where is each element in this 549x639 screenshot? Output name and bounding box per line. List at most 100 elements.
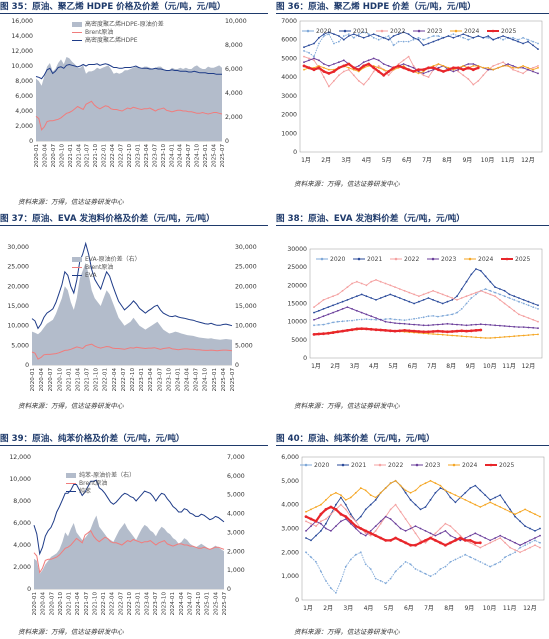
data-point (522, 302, 525, 305)
legend-marker (415, 463, 419, 467)
y-right-tick-label: 5,000 (235, 342, 253, 349)
data-point (471, 68, 475, 72)
data-point (328, 85, 330, 88)
y-tick-label: 5,000 (281, 478, 299, 485)
data-point (309, 517, 313, 521)
data-point (359, 487, 362, 489)
series-area-spread (36, 57, 222, 141)
data-point (489, 501, 492, 504)
x-tick-label: 10月 (483, 605, 497, 612)
data-point (475, 336, 477, 339)
data-point (369, 494, 372, 496)
data-point (342, 38, 345, 41)
data-point (365, 295, 368, 298)
data-point (384, 515, 387, 518)
plot-frame (301, 456, 545, 601)
data-point (419, 484, 422, 487)
y-left-tick-label: 30,000 (7, 244, 29, 251)
data-point (399, 565, 402, 568)
y-right-tick-label: 8,000 (225, 42, 243, 49)
data-point (403, 299, 406, 301)
data-point (330, 587, 332, 589)
data-point (537, 320, 539, 323)
data-point (454, 501, 457, 504)
data-point (497, 63, 500, 65)
data-point (413, 293, 415, 296)
data-point (432, 66, 435, 70)
panel-35: 图 35：原油、聚乙烯 HDPE 价格及价差（元/吨，元/吨） 0 2,000 4,… (0, 0, 268, 212)
data-point (351, 308, 353, 310)
data-point (336, 293, 339, 296)
title-rule (0, 225, 268, 226)
data-point (399, 510, 402, 513)
data-point (392, 44, 395, 47)
series-line-brent (35, 100, 223, 131)
data-point (522, 65, 524, 67)
data-point (333, 33, 335, 35)
data-point (317, 332, 321, 336)
x-tick-label: 2024-04 (185, 368, 191, 392)
data-point (534, 544, 536, 547)
data-point (308, 44, 310, 47)
legend-label: 2025 (501, 28, 516, 35)
data-point (313, 42, 315, 45)
data-point (539, 534, 541, 537)
y-left-tick-label: 12,000 (9, 454, 31, 461)
data-point (303, 46, 305, 49)
chart-title: 图 38：原油、EVA 发泡料价差（元/吨，元/吨） (276, 214, 465, 224)
data-point (437, 35, 440, 37)
data-point (409, 543, 412, 547)
x-tick-label: 10月 (483, 363, 497, 370)
data-point (398, 297, 401, 299)
x-tick-label: 7月 (422, 157, 432, 164)
x-tick-label: 2020-01 (30, 368, 36, 392)
data-point (518, 326, 520, 328)
data-point (333, 80, 335, 82)
data-point (446, 295, 449, 298)
data-point (475, 268, 477, 270)
data-point (441, 323, 444, 326)
y-left-tick-label: 6,000 (15, 93, 33, 100)
data-point (413, 323, 415, 326)
y-left-tick-label: 2,000 (15, 123, 33, 130)
series-line-2023 (305, 516, 541, 546)
data-point (432, 65, 435, 67)
data-point (364, 532, 367, 535)
data-point (344, 508, 347, 511)
data-point (479, 561, 482, 563)
data-point (434, 539, 437, 542)
data-point (475, 293, 477, 296)
data-point (336, 330, 340, 334)
data-point (513, 325, 516, 328)
data-point (467, 38, 470, 41)
data-point (349, 558, 352, 561)
title-rule (0, 13, 268, 14)
series-line-brent (31, 343, 233, 360)
data-point (419, 527, 422, 530)
legend-label: 2022 (404, 256, 419, 263)
data-point (389, 284, 392, 287)
data-point (465, 329, 468, 333)
data-point (499, 336, 501, 339)
data-point (444, 530, 447, 532)
data-point (328, 65, 330, 67)
x-tick-label: 2020-10 (57, 368, 63, 392)
data-point (517, 38, 519, 41)
data-point (452, 66, 455, 70)
data-point (404, 541, 407, 545)
data-point (412, 66, 415, 69)
data-point (427, 36, 430, 39)
data-point (484, 563, 487, 566)
data-point (341, 289, 344, 292)
data-point (377, 59, 380, 62)
data-point (379, 522, 382, 525)
data-point (351, 297, 353, 299)
data-point (394, 295, 396, 298)
data-point (455, 329, 459, 333)
y-left-tick-label: 8,000 (13, 498, 31, 505)
data-point (377, 66, 380, 69)
data-point (360, 293, 363, 296)
data-point (532, 302, 535, 305)
data-point (340, 520, 342, 523)
data-point (394, 322, 396, 324)
